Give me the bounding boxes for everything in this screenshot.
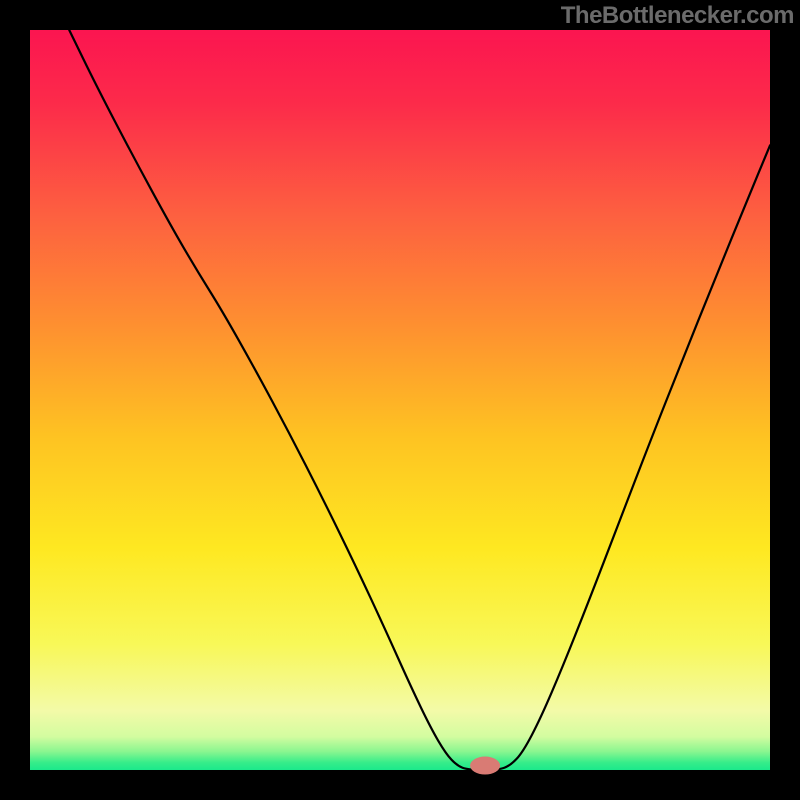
watermark-text: TheBottlenecker.com [561, 2, 794, 30]
optimal-point-marker [470, 757, 500, 775]
bottleneck-chart [0, 0, 800, 800]
plot-background [30, 30, 770, 770]
